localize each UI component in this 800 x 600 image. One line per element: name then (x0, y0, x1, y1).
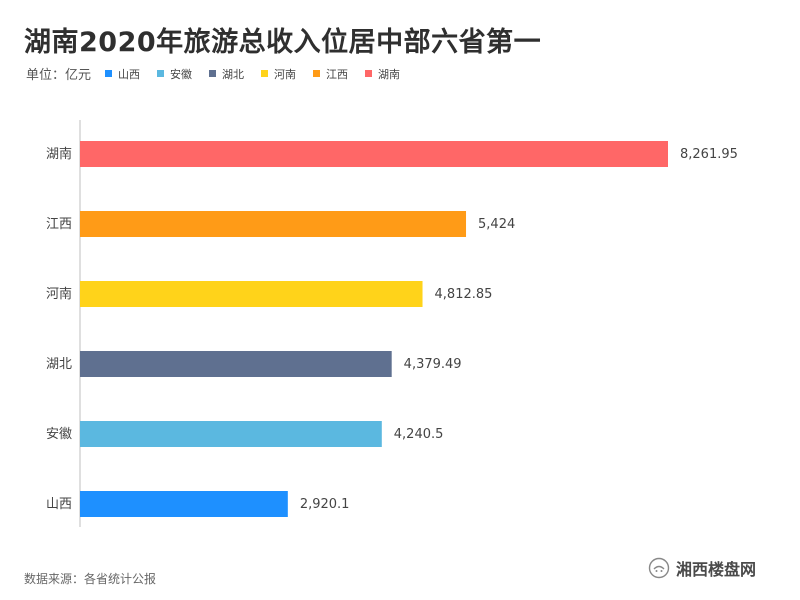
legend-label: 河南 (274, 67, 297, 81)
bar-5 (80, 491, 288, 517)
legend-swatch (365, 70, 373, 77)
data-source: 数据来源：各省统计公报 (24, 572, 157, 586)
legend-item-3: 河南 (261, 66, 296, 82)
watermark: 湘西楼盘网 (648, 556, 756, 580)
legend-item-5: 湖南 (365, 66, 400, 82)
category-label: 山西 (46, 497, 72, 512)
value-label: 4,240.5 (394, 427, 444, 442)
bar-0 (80, 141, 668, 167)
legend-item-1: 安徽 (157, 66, 192, 82)
legend-label: 湖北 (222, 67, 245, 81)
legend-item-0: 山西 (105, 66, 140, 82)
wechat-icon (648, 557, 670, 579)
legend-item-4: 江西 (313, 66, 348, 82)
category-label: 河南 (46, 286, 72, 302)
category-label: 湖南 (46, 146, 72, 162)
bar-4 (80, 421, 382, 447)
category-label: 湖北 (46, 357, 72, 372)
bar-2 (80, 281, 423, 307)
legend-swatch (261, 70, 269, 77)
unit-label: 单位：亿元 (26, 68, 92, 83)
chart-subheader: 单位：亿元 山西 安徽 湖北 河南 江西 湖南 (26, 64, 417, 84)
watermark-text: 湘西楼盘网 (676, 560, 757, 579)
chart-title: 湖南2020年旅游总收入位居中部六省第一 (24, 27, 542, 58)
value-label: 8,261.95 (680, 147, 738, 162)
legend-label: 江西 (326, 67, 349, 81)
legend-swatch (105, 70, 113, 77)
legend-label: 山西 (118, 67, 141, 81)
legend-swatch (313, 70, 321, 77)
legend-label: 安徽 (170, 67, 193, 81)
bar-1 (80, 211, 467, 237)
category-label: 安徽 (46, 427, 72, 442)
value-label: 2,920.1 (300, 497, 350, 512)
category-label: 江西 (46, 217, 72, 232)
legend-swatch (157, 70, 165, 77)
value-label: 4,812.85 (435, 287, 493, 302)
value-label: 5,424 (478, 217, 515, 232)
legend-swatch (209, 70, 217, 77)
legend-item-2: 湖北 (209, 66, 244, 82)
bar-3 (80, 351, 392, 377)
legend: 山西 安徽 湖北 河南 江西 湖南 (105, 66, 417, 82)
value-label: 4,379.49 (404, 357, 462, 372)
legend-label: 湖南 (378, 67, 401, 81)
